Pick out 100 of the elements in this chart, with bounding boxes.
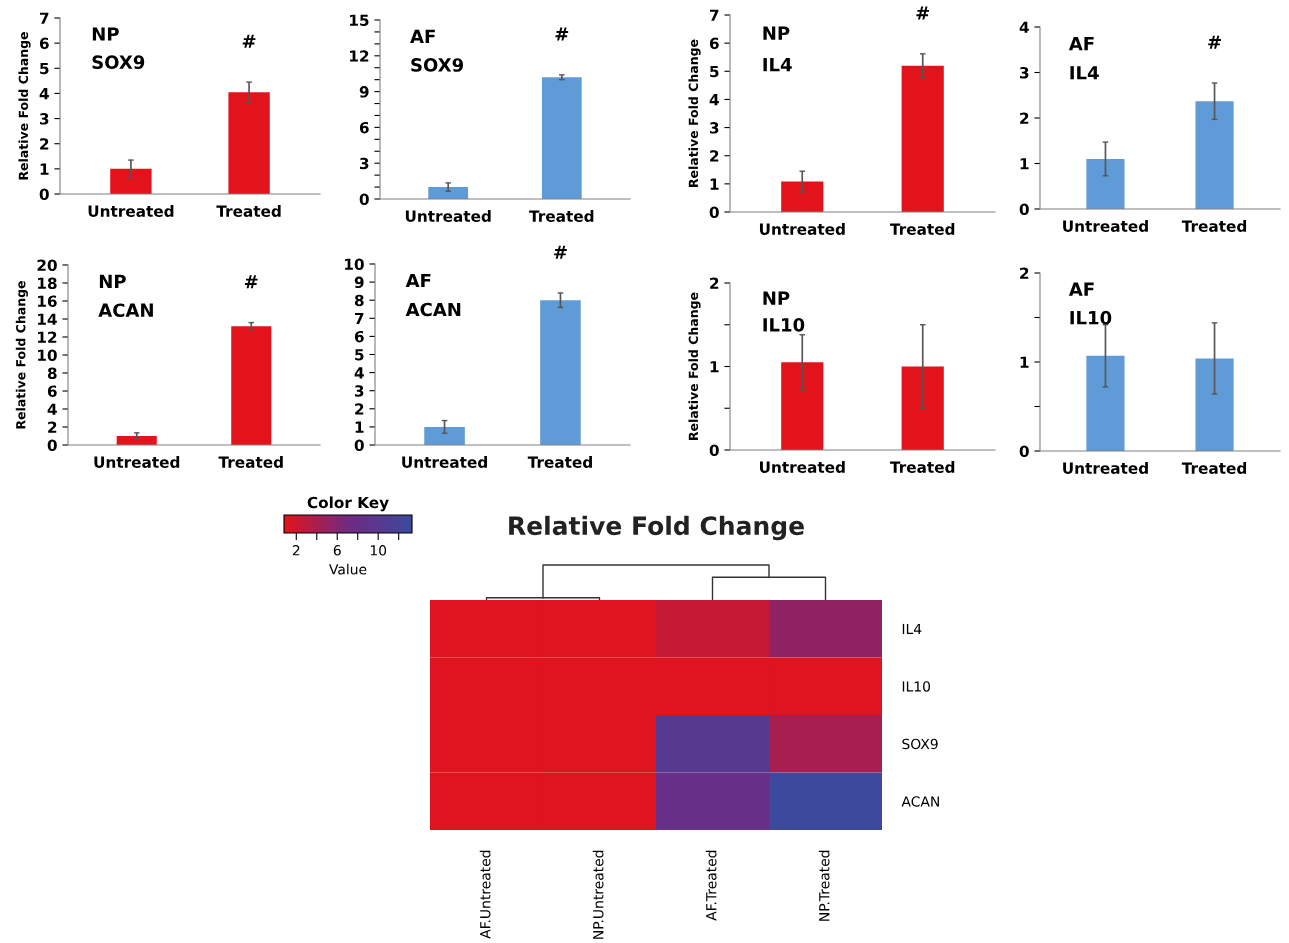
color-bar-label: 10 bbox=[370, 545, 387, 556]
y-tick-label: IL4 bbox=[902, 623, 922, 635]
y-axis-title: Relative Fold Change bbox=[688, 292, 701, 440]
y-tick-label: 2 bbox=[355, 403, 364, 415]
y-tick-label: 3 bbox=[354, 385, 364, 397]
y-tick-label: 0 bbox=[47, 439, 57, 452]
y-tick-label: 7 bbox=[709, 9, 719, 21]
y-tick-label: 4 bbox=[47, 403, 57, 415]
annotation: # bbox=[244, 275, 258, 289]
y-tick-label: 5 bbox=[355, 349, 364, 361]
x-tick-label: Untreated bbox=[1063, 220, 1148, 232]
x-tick-label: Untreated bbox=[1063, 462, 1148, 474]
annotation: NP bbox=[763, 26, 790, 40]
x-tick-label: NP.Treated bbox=[818, 850, 830, 921]
x-tick-label: Untreated bbox=[759, 223, 845, 235]
annotation: # bbox=[555, 27, 569, 41]
y-tick-label: 14 bbox=[38, 313, 57, 325]
y-tick-label: 4 bbox=[354, 367, 364, 379]
x-tick-label: Treated bbox=[216, 205, 281, 217]
x-tick-label: Untreated bbox=[402, 456, 487, 468]
annotation: AF bbox=[405, 273, 431, 288]
annotation: ACAN bbox=[98, 303, 153, 318]
y-tick-label: 1 bbox=[40, 163, 49, 175]
color-bar-label: 2 bbox=[292, 545, 300, 556]
annotation: SOX9 bbox=[92, 55, 145, 69]
y-tick-label: 12 bbox=[350, 50, 369, 62]
y-tick-label: 4 bbox=[709, 94, 719, 106]
y-tick-label: 3 bbox=[709, 122, 719, 134]
text: # bbox=[554, 245, 567, 259]
x-tick-label: AF.Untreated bbox=[479, 850, 491, 939]
annotation: NP bbox=[92, 27, 119, 41]
y-tick-label: 3 bbox=[39, 113, 49, 125]
y-tick-label: 1 bbox=[1020, 356, 1029, 368]
x-tick-label: Treated bbox=[890, 223, 955, 235]
annotation: IL4 bbox=[763, 58, 792, 72]
x-tick-label: Treated bbox=[529, 210, 594, 222]
color-bar-label: 6 bbox=[333, 545, 341, 556]
annotation: ACAN bbox=[405, 302, 461, 317]
y-tick-label: 1 bbox=[355, 421, 364, 433]
annotation: AF bbox=[1068, 282, 1094, 296]
legend-title: Color Key bbox=[307, 496, 389, 512]
y-tick-label: IL10 bbox=[902, 681, 931, 692]
y-tick-label: 6 bbox=[354, 330, 364, 343]
y-tick-label: 0 bbox=[1019, 445, 1029, 458]
y-tick-label: 0 bbox=[39, 188, 49, 201]
y-axis-title: Relative Fold Change bbox=[688, 39, 701, 187]
x-tick-label: Untreated bbox=[94, 456, 180, 468]
y-tick-label: SOX9 bbox=[902, 738, 938, 750]
y-tick-label: 0 bbox=[709, 206, 719, 219]
x-tick-label: NP.Untreated bbox=[592, 850, 604, 939]
color-bar-title: Value bbox=[329, 563, 367, 575]
y-tick-label: 7 bbox=[354, 312, 364, 325]
y-tick-label: 6 bbox=[47, 385, 57, 398]
y-tick-label: 4 bbox=[39, 88, 49, 100]
y-tick-label: 2 bbox=[48, 421, 57, 433]
annotation: IL4 bbox=[1070, 66, 1099, 80]
y-tick-label: 12 bbox=[38, 331, 57, 343]
y-tick-label: 1 bbox=[710, 178, 719, 190]
y-tick-label: 5 bbox=[710, 65, 719, 78]
annotation: AF bbox=[1068, 37, 1094, 51]
y-tick-label: ACAN bbox=[901, 796, 939, 807]
y-tick-label: 3 bbox=[359, 157, 369, 170]
annotation: # bbox=[1208, 35, 1221, 49]
x-tick-label: Untreated bbox=[759, 461, 845, 473]
annotation: NP bbox=[99, 274, 126, 288]
y-tick-label: 7 bbox=[39, 12, 49, 24]
y-tick-label: 3 bbox=[1019, 66, 1029, 79]
annotation: # bbox=[242, 34, 256, 48]
y-tick-label: 0 bbox=[354, 439, 364, 452]
x-tick-label: Treated bbox=[1181, 220, 1247, 232]
y-tick-label: 5 bbox=[40, 62, 49, 75]
y-tick-label: 16 bbox=[38, 295, 57, 308]
y-tick-label: 9 bbox=[359, 86, 369, 98]
y-tick-label: 10 bbox=[38, 349, 57, 362]
y-tick-label: 2 bbox=[710, 150, 719, 162]
annotation: SOX9 bbox=[411, 58, 464, 72]
y-tick-label: 8 bbox=[354, 294, 364, 307]
x-tick-label: Treated bbox=[218, 456, 283, 468]
y-axis-title: Relative Fold Change bbox=[15, 281, 28, 429]
x-tick-label: Untreated bbox=[405, 210, 491, 222]
annotation: IL10 bbox=[1070, 310, 1112, 325]
y-tick-label: 4 bbox=[1019, 21, 1029, 33]
y-tick-label: 9 bbox=[354, 276, 364, 289]
annotation: AF bbox=[410, 29, 435, 43]
y-tick-label: 6 bbox=[359, 121, 369, 134]
x-tick-label: Treated bbox=[1181, 462, 1247, 474]
y-tick-label: 2 bbox=[710, 277, 719, 289]
annotation: NP bbox=[763, 291, 790, 305]
x-tick-label: Treated bbox=[527, 456, 592, 468]
y-tick-label: 0 bbox=[1019, 203, 1029, 216]
y-tick-label: 2 bbox=[40, 138, 49, 150]
x-tick-label: Treated bbox=[890, 461, 955, 473]
y-tick-label: 2 bbox=[1020, 112, 1029, 124]
annotation: IL10 bbox=[763, 318, 805, 332]
y-tick-label: 15 bbox=[350, 14, 369, 27]
y-tick-label: 1 bbox=[1020, 158, 1029, 170]
y-tick-label: 1 bbox=[710, 361, 719, 373]
y-tick-label: 18 bbox=[38, 277, 57, 290]
x-tick-label: AF.Treated bbox=[705, 850, 717, 921]
annotation: # bbox=[916, 6, 930, 20]
